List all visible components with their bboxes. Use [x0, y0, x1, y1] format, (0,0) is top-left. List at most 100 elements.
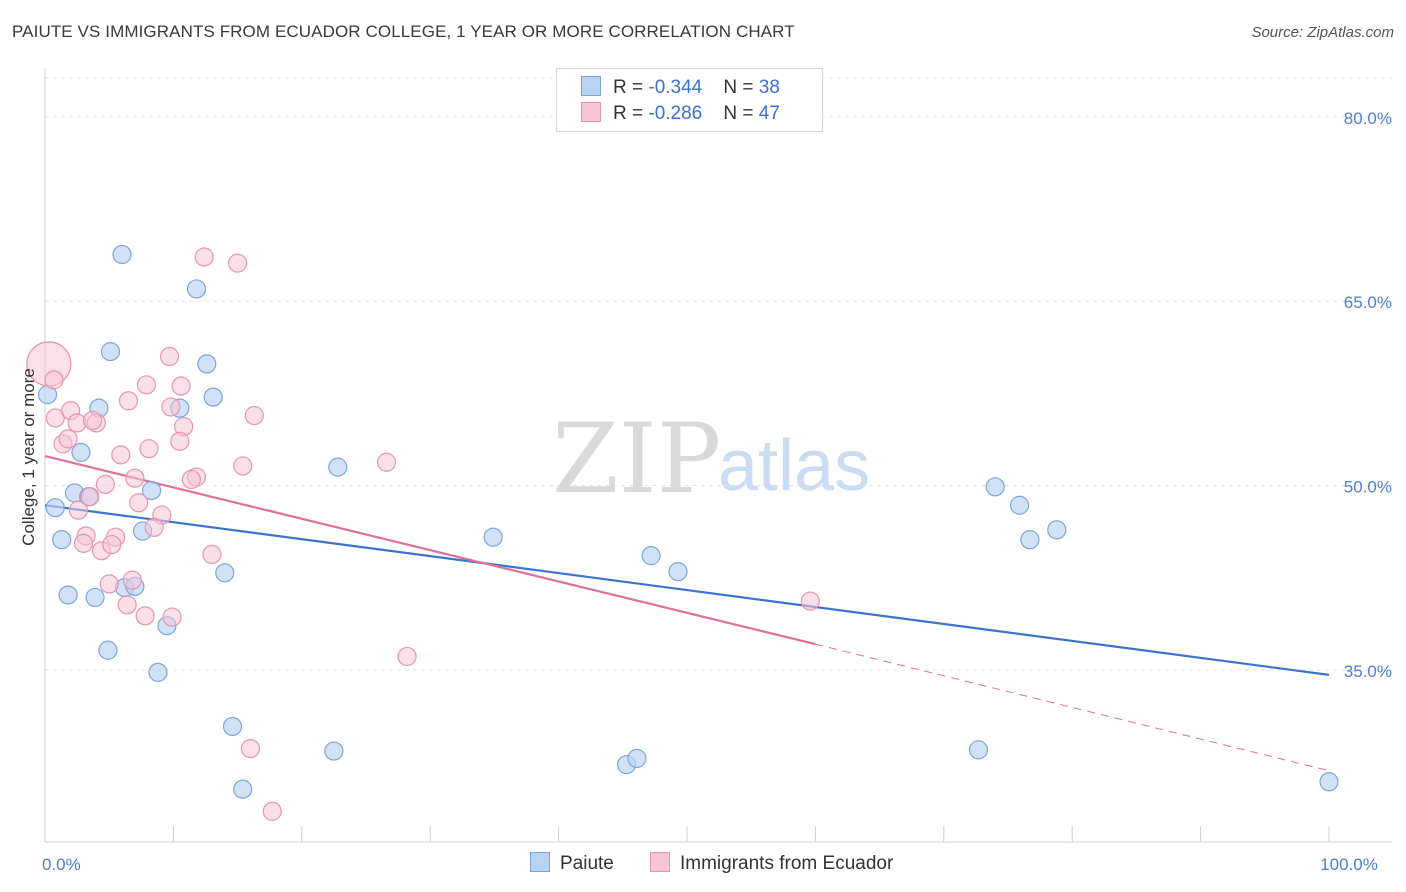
bottom-paiute-swatch	[530, 852, 550, 872]
trendline-ecuador-extrapolated	[815, 643, 1330, 772]
chart-title: PAIUTE VS IMMIGRANTS FROM ECUADOR COLLEG…	[12, 22, 795, 41]
trendlines	[44, 455, 1330, 772]
paiute-point	[71, 442, 91, 462]
ecuador-point	[376, 452, 397, 472]
paiute-point	[324, 741, 344, 761]
paiute-point	[45, 498, 65, 518]
x-tick-label: 100.0%	[1320, 855, 1378, 874]
paiute-point	[197, 354, 217, 374]
paiute-point	[627, 748, 647, 769]
ecuador-point	[122, 570, 142, 590]
ecuador-n-value: 47	[758, 103, 780, 124]
source-label: Source: ZipAtlas.com	[1251, 24, 1394, 41]
paiute-point	[968, 740, 989, 760]
correlation-legend: R = -0.344 N = 38 R = -0.286 N = 47	[556, 68, 823, 132]
grid-lines	[45, 77, 1392, 671]
paiute-point	[483, 527, 503, 547]
paiute-point	[668, 562, 688, 582]
paiute-point	[641, 546, 661, 566]
paiute-point	[112, 244, 132, 265]
bottom-ecuador-label: Immigrants from Ecuador	[680, 853, 894, 874]
y-tick-label: 80.0%	[1344, 109, 1392, 128]
ecuador-point	[262, 801, 282, 821]
ecuador-point	[82, 410, 103, 431]
paiute-n-value: 38	[758, 77, 780, 98]
ecuador-point	[111, 445, 131, 465]
paiute-point	[186, 279, 207, 299]
axis-labels: 35.0% 50.0% 65.0% 80.0% 0.0% 100.0% College, 1…	[19, 109, 1392, 874]
y-tick-label: 50.0%	[1344, 478, 1392, 497]
x-tick-label: 0.0%	[42, 855, 81, 874]
ecuador-point	[800, 591, 820, 611]
paiute-point	[1020, 530, 1040, 550]
ecuador-point	[194, 247, 214, 267]
ecuador-point	[139, 439, 159, 459]
trendline-paiute	[44, 504, 1330, 676]
paiute-point	[985, 477, 1005, 497]
paiute-point	[100, 342, 121, 362]
ecuador-point	[171, 376, 191, 396]
trendline-ecuador	[44, 455, 816, 646]
ecuador-r-value: -0.286	[648, 103, 703, 124]
ecuador-r-label: R =	[613, 103, 649, 124]
bottom-legend-paiute: Paiute	[530, 852, 614, 875]
ecuador-point	[144, 517, 164, 537]
ecuador-point	[80, 487, 100, 507]
ecuador-point	[135, 606, 155, 626]
ecuador-point	[228, 253, 248, 273]
ecuador-point	[95, 474, 115, 494]
y-axis-title: College, 1 year or more	[19, 368, 38, 546]
ecuador-n-label: N =	[723, 103, 759, 124]
legend-row-ecuador: R = -0.286 N = 47	[581, 102, 780, 126]
ecuador-point	[102, 534, 122, 555]
paiute-point	[215, 563, 235, 583]
ecuador-point	[161, 397, 181, 417]
ecuador-point	[170, 431, 190, 451]
paiute-point	[58, 585, 78, 605]
ecuador-point	[118, 391, 139, 411]
paiute-point	[1319, 772, 1339, 792]
ecuador-point	[99, 574, 119, 594]
ecuador-point	[44, 370, 64, 390]
paiute-point	[1047, 520, 1067, 540]
ecuador-point	[233, 456, 253, 476]
ecuador-point	[45, 408, 65, 428]
watermark: ZIP atlas	[552, 403, 870, 515]
ecuador-point	[162, 607, 182, 627]
bottom-legend-ecuador: Immigrants from Ecuador	[650, 852, 893, 875]
ecuador-point	[73, 533, 94, 553]
ecuador-point	[136, 375, 157, 395]
bottom-paiute-label: Paiute	[560, 853, 614, 874]
ecuador-point	[244, 405, 264, 426]
paiute-r-value: -0.344	[648, 77, 703, 98]
paiute-point	[1009, 495, 1030, 515]
ecuador-point	[240, 738, 261, 759]
ecuador-point	[117, 595, 137, 615]
paiute-point	[328, 457, 348, 477]
ecuador-point	[181, 469, 201, 490]
watermark-zip: ZIP	[552, 403, 721, 515]
paiute-point	[233, 779, 253, 799]
ecuador-point	[125, 468, 145, 488]
data-points	[26, 244, 1339, 821]
bottom-ecuador-swatch	[650, 852, 670, 872]
ecuador-swatch	[581, 102, 601, 122]
paiute-point	[98, 640, 118, 660]
y-tick-label: 65.0%	[1344, 293, 1392, 312]
paiute-point	[141, 480, 162, 501]
paiute-n-label: N =	[723, 77, 759, 98]
ecuador-point	[58, 429, 78, 449]
paiute-swatch	[581, 76, 601, 96]
paiute-point	[148, 662, 168, 682]
paiute-point	[52, 530, 72, 550]
axes	[44, 68, 1392, 843]
ecuador-point	[68, 500, 88, 520]
paiute-point	[203, 387, 223, 407]
ecuador-point	[202, 544, 222, 565]
ecuador-point	[129, 493, 149, 513]
y-tick-label: 35.0%	[1344, 662, 1392, 681]
ecuador-point	[159, 346, 180, 367]
paiute-point	[85, 587, 105, 608]
watermark-atlas: atlas	[718, 426, 870, 506]
